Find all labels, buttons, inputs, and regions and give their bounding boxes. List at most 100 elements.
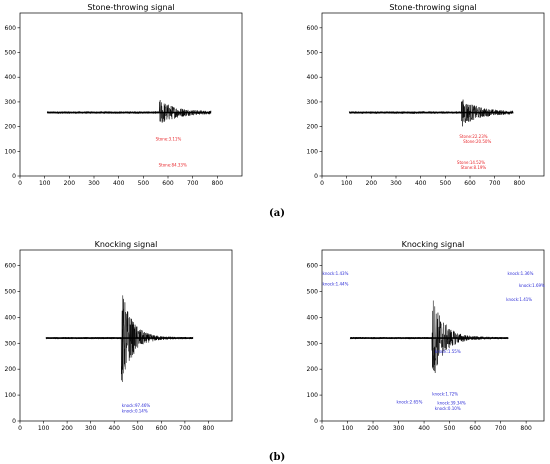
y-tick-label: 200 xyxy=(5,366,17,373)
detection-box-label: knock:1.55% xyxy=(435,349,461,354)
chart-title: Knocking signal xyxy=(95,240,158,249)
panels: Stone-throwing signal Stone:84.33% Stone:3… xyxy=(5,3,546,432)
detection-box-label: knock:97.46% xyxy=(122,403,151,408)
x-tick-label: 300 xyxy=(393,425,405,432)
x-tick-label: 600 xyxy=(464,180,476,187)
x-tick-label: 500 xyxy=(444,425,456,432)
x-tick-label: 0 xyxy=(18,425,22,432)
chart-panel-knock-right: Knocking signal knock:0.10% knock:2.65% kno… xyxy=(307,240,546,432)
detection-box-label: knock:1.69% xyxy=(519,283,545,288)
chart-panel-knock-left: Knocking signal knock:0.14%knock:97.46% 0 1… xyxy=(5,240,233,432)
y-tick-label: 400 xyxy=(307,74,319,81)
x-tick-label: 100 xyxy=(342,425,354,432)
x-tick-label: 400 xyxy=(113,180,125,187)
detection-box-label: Stone:84.33% xyxy=(159,163,187,168)
chart-panel-stone-right: Stone-throwing signal Stone:8.19%Stone:14… xyxy=(307,3,545,187)
detection-box-label: knock:0.10% xyxy=(435,406,461,411)
y-tick-label: 600 xyxy=(307,25,319,32)
x-tick-label: 200 xyxy=(61,425,73,432)
chart-panel-stone-left: Stone-throwing signal Stone:84.33% Stone:3… xyxy=(5,3,243,187)
x-tick-label: 700 xyxy=(187,180,199,187)
detection-box-label: Stone:20.50% xyxy=(463,139,491,144)
y-tick-label: 300 xyxy=(5,99,17,106)
y-tick-label: 500 xyxy=(307,288,319,295)
x-tick-label: 100 xyxy=(341,180,353,187)
y-tick-label: 0 xyxy=(314,173,318,180)
x-tick-label: 200 xyxy=(366,180,378,187)
y-tick-label: 0 xyxy=(314,418,318,425)
detection-box-label: Stone:14.52% xyxy=(457,160,485,165)
x-tick-label: 400 xyxy=(418,425,430,432)
x-tick-label: 800 xyxy=(514,180,526,187)
chart-title: Stone-throwing signal xyxy=(87,3,174,12)
chart-title: Knocking signal xyxy=(402,240,465,249)
y-tick-label: 500 xyxy=(307,50,319,57)
x-tick-label: 600 xyxy=(469,425,481,432)
y-tick-label: 600 xyxy=(5,263,17,270)
x-tick-label: 100 xyxy=(39,180,51,187)
detection-box-label: Stone:22.23% xyxy=(459,134,487,139)
y-tick-label: 100 xyxy=(307,148,319,155)
plot-area xyxy=(19,12,243,177)
detection-box-label: knock:1.36% xyxy=(508,271,534,276)
x-tick-label: 200 xyxy=(64,180,76,187)
detection-box-label: knock:1.41% xyxy=(506,297,532,302)
x-tick-label: 200 xyxy=(367,425,379,432)
y-tick-label: 500 xyxy=(5,50,17,57)
y-tick-label: 200 xyxy=(307,366,319,373)
y-tick-label: 100 xyxy=(307,392,319,399)
x-tick-label: 0 xyxy=(320,425,324,432)
signal-trace xyxy=(46,99,212,123)
x-tick-label: 800 xyxy=(212,180,224,187)
x-tick-label: 500 xyxy=(132,425,144,432)
y-tick-label: 400 xyxy=(307,314,319,321)
x-tick-label: 100 xyxy=(38,425,50,432)
signal-trace xyxy=(45,295,194,382)
x-tick-label: 300 xyxy=(88,180,100,187)
x-tick-label: 300 xyxy=(85,425,97,432)
detection-box-label: knock:1.43% xyxy=(323,271,349,276)
x-tick-label: 700 xyxy=(495,425,507,432)
plot-area xyxy=(321,12,545,177)
y-tick-label: 300 xyxy=(307,340,319,347)
x-tick-label: 300 xyxy=(390,180,402,187)
y-tick-label: 500 xyxy=(5,288,17,295)
x-tick-label: 600 xyxy=(156,425,168,432)
y-tick-label: 600 xyxy=(307,263,319,270)
x-tick-label: 800 xyxy=(203,425,215,432)
detection-box-label: knock:1.44% xyxy=(323,281,349,286)
x-tick-label: 700 xyxy=(489,180,501,187)
y-tick-label: 300 xyxy=(5,340,17,347)
x-tick-label: 400 xyxy=(415,180,427,187)
x-tick-label: 500 xyxy=(440,180,452,187)
y-tick-label: 200 xyxy=(5,124,17,131)
x-tick-label: 500 xyxy=(138,180,150,187)
detection-box-label: Stone:3.11% xyxy=(156,137,182,142)
x-tick-label: 600 xyxy=(162,180,174,187)
y-tick-label: 400 xyxy=(5,314,17,321)
y-tick-label: 400 xyxy=(5,74,17,81)
detection-box-label: knock:1.72% xyxy=(432,392,458,397)
y-tick-label: 300 xyxy=(307,99,319,106)
chart-title: Stone-throwing signal xyxy=(389,3,476,12)
detection-box-label: knock:0.14% xyxy=(122,408,148,413)
detection-box-label: knock:39.34% xyxy=(437,401,466,406)
y-tick-label: 100 xyxy=(5,148,17,155)
x-tick-label: 700 xyxy=(179,425,191,432)
signal-trace xyxy=(348,99,514,127)
x-tick-label: 800 xyxy=(520,425,532,432)
x-tick-label: 400 xyxy=(108,425,120,432)
y-tick-label: 0 xyxy=(12,173,16,180)
signal-trace xyxy=(349,300,509,373)
caption-b: (b) xyxy=(269,452,285,463)
caption-a: (a) xyxy=(269,208,285,219)
x-tick-label: 0 xyxy=(18,180,22,187)
y-tick-label: 0 xyxy=(12,418,16,425)
detection-box-label: Stone:8.19% xyxy=(461,165,487,170)
x-tick-label: 0 xyxy=(320,180,324,187)
detection-box-label: knock:2.65% xyxy=(397,399,423,404)
y-tick-label: 100 xyxy=(5,392,17,399)
y-tick-label: 600 xyxy=(5,25,17,32)
y-tick-label: 200 xyxy=(307,124,319,131)
